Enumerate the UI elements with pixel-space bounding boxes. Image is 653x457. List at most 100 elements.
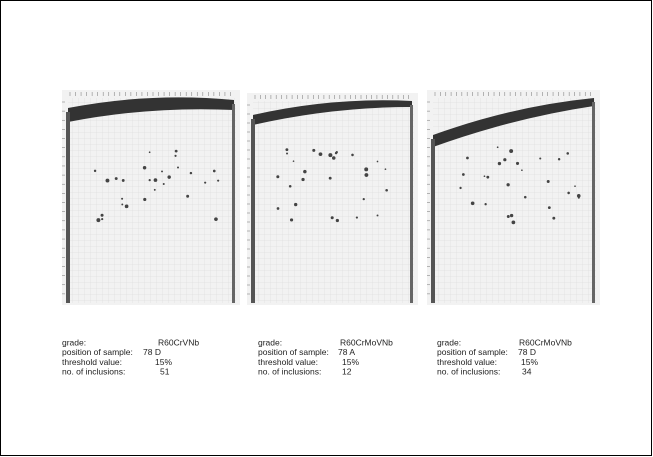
scan-left-edge xyxy=(66,112,70,303)
inclusion-dot xyxy=(329,177,332,180)
caption-value: R60CrVNb xyxy=(158,337,199,347)
caption-label: grade: xyxy=(437,337,461,347)
inclusion-dot xyxy=(143,198,146,201)
inclusion-dot xyxy=(524,196,527,199)
inclusion-dot xyxy=(149,179,151,181)
inclusion-dot xyxy=(154,189,156,191)
inclusion-dot xyxy=(217,180,219,182)
inclusion-dot xyxy=(276,175,279,178)
caption-label: position of sample: xyxy=(258,347,329,357)
inclusion-dot xyxy=(115,177,118,180)
inclusion-dot xyxy=(167,175,170,178)
scan-right-edge xyxy=(232,104,235,303)
inclusion-dot xyxy=(385,168,387,170)
inclusion-dot xyxy=(516,162,519,165)
inclusion-dot xyxy=(364,173,368,177)
inclusion-dot xyxy=(578,197,580,199)
inclusion-dot xyxy=(558,158,560,160)
inclusion-dot xyxy=(174,155,176,157)
scan-grid xyxy=(68,98,236,303)
inclusion-dot xyxy=(285,148,288,151)
inclusion-dot xyxy=(175,150,178,153)
inclusion-dot xyxy=(328,153,332,157)
inclusion-dot xyxy=(121,198,123,200)
inclusion-dot xyxy=(213,170,216,173)
inclusion-dot xyxy=(547,180,550,183)
scan-images xyxy=(62,90,600,305)
inclusion-dot xyxy=(332,156,336,160)
inclusion-dot xyxy=(286,152,288,154)
inclusion-dot xyxy=(277,207,280,210)
caption-label: position of sample: xyxy=(437,347,508,357)
caption-label: grade: xyxy=(258,337,282,347)
inclusion-dot xyxy=(289,185,292,188)
caption-label: no. of inclusions: xyxy=(258,367,321,377)
inclusion-dot xyxy=(294,203,297,206)
scan-left-edge xyxy=(431,139,435,303)
inclusion-dot xyxy=(106,179,110,183)
inclusion-dot xyxy=(331,216,334,219)
scan-grid xyxy=(253,101,414,303)
inclusion-dot xyxy=(122,179,125,182)
caption-value: 78 D xyxy=(518,347,536,357)
inclusion-dot xyxy=(484,175,486,177)
caption-label: no. of inclusions: xyxy=(62,367,125,377)
caption-label: threshold value: xyxy=(258,357,318,367)
inclusion-dot xyxy=(143,166,146,169)
inclusion-dot xyxy=(574,185,576,187)
scan-right-edge xyxy=(592,102,595,303)
inclusion-dot xyxy=(566,152,569,155)
inclusion-dot xyxy=(503,158,506,161)
inclusion-dot xyxy=(96,218,100,222)
caption-value: 51 xyxy=(160,367,170,377)
inclusion-dot xyxy=(161,170,163,172)
inclusion-dot xyxy=(356,216,358,218)
caption-value: 78 D xyxy=(143,347,161,357)
inclusion-dot xyxy=(94,170,96,172)
inclusion-dot xyxy=(509,149,513,153)
inclusion-dot xyxy=(539,157,541,159)
page: {"panels": [ {"captions": [ {"label": "g… xyxy=(0,0,653,457)
inclusion-dot xyxy=(507,215,510,218)
caption-value: R60CrMoVNb xyxy=(519,337,572,347)
inclusion-dot xyxy=(497,146,499,148)
inclusion-dot xyxy=(351,154,354,157)
inclusion-dot xyxy=(303,170,306,173)
inclusion-dot xyxy=(521,169,523,171)
scan-image xyxy=(427,90,600,305)
inclusion-dot xyxy=(190,172,192,174)
inclusion-dot xyxy=(363,198,365,200)
document: grade: R60CrVNb position of sample: 78 D thr… xyxy=(0,0,653,457)
caption-label: threshold value: xyxy=(437,357,497,367)
inclusion-dot xyxy=(459,187,461,189)
inclusion-dot xyxy=(486,176,489,179)
caption-value: 12 xyxy=(342,367,352,377)
inclusion-dot xyxy=(466,157,469,160)
caption-value: 15% xyxy=(155,357,172,367)
inclusion-dot xyxy=(510,214,513,217)
inclusion-dot xyxy=(177,166,179,168)
inclusion-dot xyxy=(204,182,206,184)
inclusion-dot xyxy=(567,192,570,195)
scan-left-edge xyxy=(251,119,255,303)
scan-image xyxy=(247,93,418,305)
inclusion-dot xyxy=(377,161,379,163)
inclusion-dot xyxy=(301,178,304,181)
scan-image xyxy=(62,90,240,305)
inclusion-dot xyxy=(319,152,323,156)
inclusion-dot xyxy=(101,214,104,217)
caption-value: R60CrMoVNb xyxy=(340,337,393,347)
inclusion-dot xyxy=(186,195,189,198)
inclusion-dot xyxy=(101,218,103,220)
inclusion-dot xyxy=(471,201,475,205)
caption-value: 15% xyxy=(521,357,538,367)
inclusion-dot xyxy=(548,206,551,209)
inclusion-dot xyxy=(385,189,388,192)
inclusion-dot xyxy=(312,149,315,152)
inclusion-dot xyxy=(149,151,151,153)
inclusion-dot xyxy=(364,167,368,171)
inclusion-dot xyxy=(335,152,337,154)
caption-label: threshold value: xyxy=(62,357,122,367)
inclusion-dot xyxy=(512,221,516,225)
inclusion-dot xyxy=(484,203,486,205)
